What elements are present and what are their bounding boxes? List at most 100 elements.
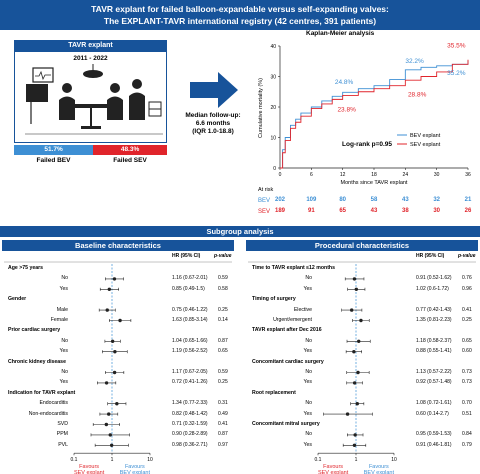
- subgroup-row-label: No: [61, 337, 68, 344]
- sev-curve: [280, 59, 469, 169]
- bev-at-risk-count: 21: [464, 197, 472, 203]
- hr-value: 1.17 (0.67-2.05): [172, 369, 208, 375]
- forest-plot-left: HR (95% CI) p-value 0.1 1 10 Favours SEV expla…: [2, 252, 234, 474]
- favours-bev-line1: Favours: [369, 464, 389, 470]
- p-value: 0.79: [462, 441, 472, 448]
- subgroup-row-label: PPM: [56, 431, 68, 438]
- subgroup-heading: Age >75 years: [8, 265, 44, 271]
- hr-value: 1.16 (0.67-2.01): [172, 275, 208, 282]
- km-x-tick: 30: [434, 172, 440, 178]
- bev-12-annotation: 24.8%: [335, 79, 354, 86]
- subgroup-row-label: Female: [50, 317, 68, 323]
- hr-value: 0.72 (0.41-1.26): [172, 379, 208, 386]
- hr-point: [107, 287, 112, 291]
- km-chart: 0 10 20 30 40 0 6 12 18 24 30 36 Months since TAVR e…: [258, 43, 471, 186]
- bev-36-annotation: 35.2%: [447, 70, 466, 77]
- subgroup-row-label: Endocarditis: [39, 400, 68, 407]
- hr-point: [352, 381, 357, 385]
- forest-tick: 1: [355, 457, 358, 463]
- hr-point: [353, 433, 357, 437]
- hr-value: 1.13 (0.57-2.22): [416, 369, 452, 375]
- subgroup-heading: Root replacement: [252, 389, 296, 396]
- explant-box: 2011 - 2022: [14, 51, 167, 143]
- p-column-header: p-value: [458, 253, 476, 259]
- followup-text: Median follow-up: 6.6 months (IQR 1.0-18…: [176, 112, 250, 136]
- hr-value: 1.63 (0.85-3.14): [172, 317, 208, 323]
- hr-column-header: HR (95% CI): [172, 253, 201, 259]
- hr-point: [356, 370, 360, 375]
- figure-header: TAVR explant for failed balloon-expandab…: [0, 0, 480, 30]
- subgroup-row-label: No: [305, 400, 312, 407]
- subgroup-heading: Time to TAVR explant ≤12 months: [252, 265, 335, 271]
- sev-at-risk-count: 189: [274, 208, 285, 214]
- favours-sev-line2: SEV explant: [74, 470, 105, 474]
- sev-at-risk-count: 43: [370, 208, 378, 214]
- logrank-text: Log-rank p=0.95: [342, 141, 392, 148]
- followup-line-2: 6.6 months: [195, 120, 231, 127]
- hr-point: [109, 443, 114, 447]
- hr-value: 0.92 (0.57-1.48): [416, 379, 452, 386]
- hr-value: 0.85 (0.49-1.5): [172, 285, 205, 292]
- surgeon-icon: [62, 83, 72, 93]
- sev-at-risk-count: 91: [307, 208, 315, 214]
- subgroup-row-label: Elective: [293, 306, 312, 313]
- subgroup-row-label: Yes: [303, 410, 312, 417]
- hr-point: [115, 402, 119, 406]
- subgroup-row-label: Yes: [303, 379, 312, 386]
- monitor-icon: [32, 67, 54, 83]
- hr-value: 0.98 (0.36-2.71): [172, 441, 208, 448]
- p-value: 0.49: [218, 410, 228, 417]
- subgroup-heading: Timing of surgery: [252, 296, 296, 303]
- hr-point: [352, 350, 356, 354]
- forest-tick: 0.1: [71, 457, 78, 463]
- hr-column-header: HR (95% CI): [416, 253, 445, 259]
- hr-value: 0.91 (0.46-1.81): [416, 441, 452, 448]
- explant-years: 2011 - 2022: [73, 55, 108, 62]
- subgroup-heading: Concomitant cardiac surgery: [252, 358, 324, 365]
- p-value: 0.25: [218, 379, 228, 386]
- subgroup-row-label: Yes: [303, 285, 312, 292]
- p-value: 0.65: [462, 337, 472, 344]
- p-value: 0.41: [462, 306, 472, 313]
- subgroup-row-label: No: [61, 369, 68, 375]
- explant-box-title: TAVR explant: [14, 40, 167, 51]
- km-x-tick: 36: [465, 172, 471, 178]
- km-x-tick: 0: [279, 172, 282, 178]
- p-value: 0.73: [462, 369, 472, 375]
- hr-point: [118, 318, 122, 323]
- km-y-tick: 40: [270, 44, 276, 50]
- subgroup-row-label: Urgent/emergent: [273, 317, 312, 323]
- sev-at-risk-count: 26: [464, 208, 472, 214]
- right-panel-title: Procedural characteristics: [246, 240, 478, 251]
- favours-bev-line2: BEV explant: [364, 470, 395, 474]
- sev-share-bar: 48.3%: [93, 145, 167, 155]
- subgroup-heading: Chronic kidney disease: [8, 358, 66, 365]
- bev-24-annotation: 32.2%: [405, 58, 424, 65]
- subgroup-row-label: Yes: [59, 348, 68, 355]
- p-value: 0.14: [218, 317, 228, 323]
- forest-tick: 10: [391, 457, 397, 463]
- arrow-right-icon: [190, 72, 238, 108]
- hr-value: 0.82 (0.48-1.42): [172, 410, 208, 417]
- bev-at-risk-count: 109: [306, 197, 317, 203]
- sev-36-annotation: 35.5%: [447, 43, 466, 50]
- subgroup-row-label: Yes: [59, 379, 68, 386]
- p-value: 0.96: [462, 285, 472, 292]
- forest-tick: 10: [147, 457, 153, 463]
- hr-value: 0.88 (0.55-1.41): [416, 348, 452, 355]
- forest-plot-right: HR (95% CI) p-value 0.1 1 10 Favours SEV expla…: [246, 252, 478, 474]
- subgroup-heading: TAVR explant after Dec 2016: [252, 327, 322, 334]
- p-value: 0.41: [218, 421, 228, 427]
- km-y-tick: 20: [270, 105, 276, 111]
- p-value: 0.87: [218, 431, 228, 438]
- forest-tick: 1: [111, 457, 114, 463]
- km-y-tick: 10: [270, 136, 276, 142]
- surgery-illustration: [25, 64, 163, 135]
- subgroup-title: Subgroup analysis: [0, 226, 480, 237]
- forest-tick: 0.1: [315, 457, 322, 463]
- hr-point: [352, 443, 357, 447]
- valve-split-bar: 51.7% 48.3%: [14, 145, 167, 155]
- subgroup-row-label: Non-endocarditis: [28, 410, 68, 417]
- bev-at-risk-count: 43: [401, 197, 409, 203]
